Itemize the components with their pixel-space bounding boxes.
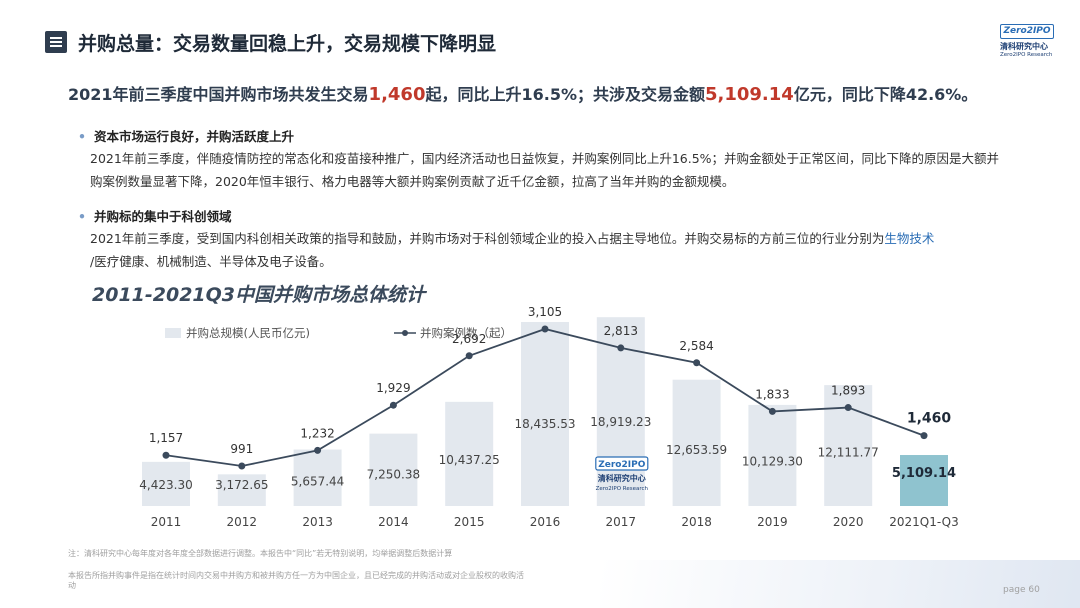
bar-2016 — [521, 322, 569, 506]
logo-cn-text: 清科研究中心 — [1000, 42, 1048, 51]
x-tick-2015: 2015 — [454, 515, 485, 529]
bullet-2-text: 2021年前三季度，受到国内科创相关政策的指导和鼓励，并购市场对于科创领域企业的… — [90, 227, 1010, 273]
headline-amount: 5,109.14 — [705, 84, 794, 105]
bar-label-2017: 18,919.23 — [590, 415, 651, 429]
bullet-2: 并购标的集中于科创领域 — [78, 206, 232, 225]
x-tick-2012: 2012 — [227, 515, 258, 529]
bar-label-2012: 3,172.65 — [215, 478, 268, 492]
bullet-1-title: 资本市场运行良好，并购活跃度上升 — [78, 129, 294, 144]
logo-en-text: Zero2IPO Research — [1000, 52, 1053, 58]
chart-title: 2011-2021Q3中国并购市场总体统计 — [92, 284, 426, 306]
line-label-2017: 2,813 — [604, 324, 638, 338]
line-point-2014 — [389, 401, 397, 409]
bar-label-2021Q1-Q3: 5,109.14 — [892, 466, 956, 481]
bullet-1-text: 2021年前三季度，伴随疫情防控的常态化和疫苗接种推广，国内经济活动也日益恢复，… — [90, 151, 1000, 189]
line-label-2019: 1,833 — [755, 387, 789, 401]
line-label-2014: 1,929 — [376, 381, 410, 395]
x-tick-2014: 2014 — [378, 515, 409, 529]
x-tick-2013: 2013 — [302, 515, 333, 529]
line-point-2011 — [162, 451, 170, 459]
watermark-box — [595, 456, 649, 471]
line-point-2021Q1-Q3 — [920, 432, 928, 440]
bar-label-2016: 18,435.53 — [514, 417, 575, 431]
line-label-2013: 1,232 — [300, 426, 334, 440]
line-point-2020 — [844, 404, 852, 412]
headline-count: 1,460 — [368, 84, 426, 105]
legend-bar-swatch — [165, 328, 181, 338]
legend-bar-label: 并购总规模(人民币亿元) — [186, 326, 310, 340]
watermark-en: Zero2IPO Research — [596, 486, 649, 492]
line-label-2016: 3,105 — [528, 305, 562, 319]
bar-2014 — [369, 433, 418, 506]
logo-mark: Zero2IPO — [1000, 24, 1054, 39]
line-point-2017 — [617, 344, 625, 352]
bar-2018 — [672, 379, 721, 506]
zero2ipo-logo: Zero2IPO 清科研究中心 Zero2IPO Research — [1000, 24, 1062, 64]
chart: 并购总规模(人民币亿元) 并购案例数（起） 4,423.30 2011 3,172.65… — [139, 305, 958, 529]
bar-label-2015: 10,437.25 — [439, 453, 500, 467]
x-tick-2019: 2019 — [757, 515, 788, 529]
line-label-2020: 1,893 — [831, 384, 865, 398]
x-tick-2018: 2018 — [681, 515, 712, 529]
footnote-3: 动 — [68, 581, 76, 590]
line-label-2018: 2,584 — [679, 339, 713, 353]
x-tick-2021Q1-Q3: 2021Q1-Q3 — [889, 515, 958, 529]
headline: 2021年前三季度中国并购市场共发生交易1,460起，同比上升16.5%；共涉及… — [68, 81, 977, 105]
x-tick-2011: 2011 — [151, 515, 182, 529]
bar-label-2019: 10,129.30 — [742, 455, 803, 469]
bar-2015 — [445, 401, 494, 506]
line-point-2015 — [465, 352, 473, 360]
line-point-2012 — [238, 462, 246, 470]
bullet-2-text-line2: /医疗健康、机械制造、半导体及电子设备。 — [90, 254, 332, 269]
bar-label-2020: 12,111.77 — [818, 446, 879, 460]
bullet-2-text-before: 2021年前三季度，受到国内科创相关政策的指导和鼓励，并购市场对于科创领域企业的… — [90, 231, 885, 246]
bar-label-2014: 7,250.38 — [367, 467, 420, 481]
line-label-2012: 991 — [230, 442, 253, 456]
bar-2013 — [293, 449, 342, 506]
page-number: page 60 — [1003, 585, 1040, 595]
corner-decoration — [600, 560, 1080, 608]
menu-icon[interactable] — [45, 31, 67, 53]
legend-line-marker — [402, 330, 408, 336]
x-tick-2016: 2016 — [530, 515, 561, 529]
bar-label-2013: 5,657.44 — [291, 475, 344, 489]
headline-part2: 起，同比上升16.5%；共涉及交易金额 — [425, 85, 705, 104]
bar-2019 — [748, 404, 797, 506]
line-point-2018 — [693, 359, 701, 367]
bullet-2-title: 并购标的集中于科创领域 — [78, 209, 232, 224]
line-point-2019 — [768, 407, 776, 415]
line-point-2013 — [314, 446, 322, 454]
bar-label-2018: 12,653.59 — [666, 443, 727, 457]
legend-line-label: 并购案例数（起） — [420, 326, 512, 340]
footnote-1: 注：清科研究中心每年度对各年度全部数据进行调整。本报告中“同比”若无特别说明，均… — [68, 549, 453, 558]
bar-2021Q1-Q3 — [900, 455, 948, 506]
page-title: 并购总量：交易数量回稳上升，交易规模下降明显 — [78, 33, 497, 55]
x-tick-2020: 2020 — [833, 515, 864, 529]
bar-label-2011: 4,423.30 — [139, 478, 192, 492]
bar-2011 — [142, 461, 190, 506]
line-label-2011: 1,157 — [149, 431, 183, 445]
watermark-text: Zero2IPO — [598, 460, 645, 470]
headline-part3: 亿元，同比下降42.6%。 — [793, 85, 978, 104]
footnote-2: 本报告所指并购事件是指在统计时间内交易中并购方和被并购方任一方为中国企业，且已经… — [68, 571, 524, 580]
headline-part1: 2021年前三季度中国并购市场共发生交易 — [68, 85, 369, 104]
x-tick-2017: 2017 — [606, 515, 637, 529]
line-label-2015: 2,692 — [452, 332, 486, 346]
watermark-cn: 清科研究中心 — [598, 473, 646, 483]
bullet-2-text-accent: 生物技术 — [884, 231, 935, 246]
bullet-1: 资本市场运行良好，并购活跃度上升 — [78, 126, 294, 145]
header-band — [0, 0, 1080, 66]
bar-2012 — [217, 474, 266, 506]
line-label-2021Q1-Q3: 1,460 — [907, 411, 952, 427]
line-point-2016 — [541, 325, 549, 333]
